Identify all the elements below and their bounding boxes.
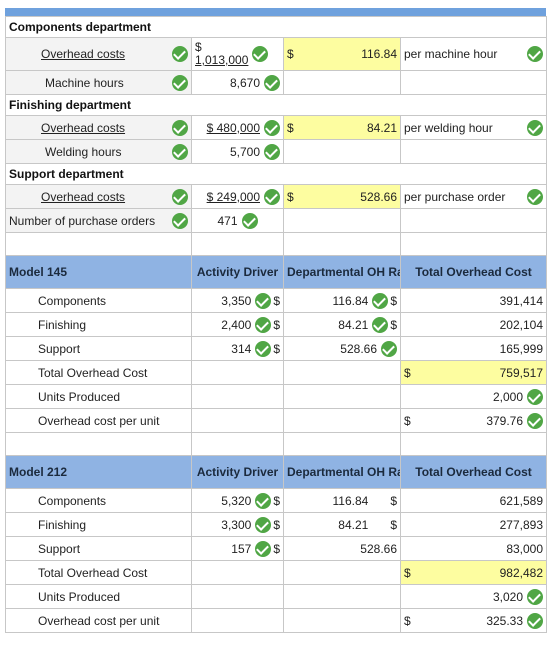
model-212-per-unit-value[interactable]: 325.33 [486,613,524,628]
finishing-rate-value[interactable]: 84.21 [366,120,397,135]
purchase-orders-value[interactable]: 471 [217,213,238,228]
model-145-title: Model 145 [5,255,192,289]
check-icon [172,143,188,160]
check-icon [527,46,544,62]
components-rate-value[interactable]: 116.84 [361,47,397,61]
table-row: Components 5,320 $ 116.84 $ 621,589 [5,488,548,513]
check-icon [255,492,272,509]
check-icon [252,46,269,62]
check-icon [264,119,280,136]
check-icon [527,188,544,205]
table-row: Support 314 $ 528.66 165,999 [5,336,548,361]
table-row: Components 3,350 $ 116.84 $ 391,414 [5,288,548,313]
components-overhead-dollar: $ [195,40,202,54]
check-icon [264,143,280,160]
components-overhead-value[interactable]: 1,013,000 [195,53,249,67]
header-activity-driver: Activity Driver [191,455,284,489]
worksheet: Components department Overhead costs $ 1… [4,8,548,633]
finishing-overhead-value[interactable]: $ 480,000 [206,120,260,135]
check-icon [172,119,188,136]
check-icon [527,588,544,605]
finishing-overhead-label: Overhead costs [41,120,126,135]
header-total-overhead: Total Overhead Cost [399,455,548,489]
check-icon [381,340,397,357]
check-icon [255,540,272,557]
finishing-dept-title: Finishing department [4,94,548,116]
check-icon [255,516,272,533]
check-icon [255,316,272,333]
model-212-units-value[interactable]: 3,020 [492,589,524,604]
check-icon [264,74,280,91]
check-icon [241,212,258,229]
check-icon [172,46,188,62]
support-overhead-value[interactable]: $ 249,000 [206,189,260,204]
welding-hours-label: Welding hours [45,144,122,159]
top-accent-bar [5,8,546,16]
model-145-total-value[interactable]: 759,517 [499,365,544,380]
check-icon [255,292,272,309]
table-row: Support 157 $ 528.66 83,000 [5,536,548,561]
check-icon [372,292,389,309]
header-total-overhead: Total Overhead Cost [399,255,548,289]
check-icon [527,412,544,429]
support-rate-unit[interactable]: per purchase order [404,189,506,204]
check-icon [172,212,188,229]
check-icon [264,188,280,205]
support-rate-value[interactable]: 528.66 [360,189,397,204]
purchase-orders-label: Number of purchase orders [9,213,156,228]
model-212-title: Model 212 [5,455,192,489]
model-145-per-unit-value[interactable]: 379.76 [486,413,524,428]
support-dept-title: Support department [4,163,548,185]
machine-hours-value[interactable]: 8,670 [229,75,260,90]
check-icon [527,388,544,405]
check-icon [527,612,544,629]
table-row: Finishing 2,400 $ 84.21 $ 202,104 [5,312,548,337]
finishing-rate-unit[interactable]: per welding hour [404,120,493,135]
components-rate-unit[interactable]: per machine hour [404,47,498,61]
check-icon [172,74,188,91]
overhead-table: Components department Overhead costs $ 1… [4,16,548,633]
components-overhead-label: Overhead costs [41,47,126,61]
components-dept-title: Components department [4,16,548,38]
table-row: Finishing 3,300 $ 84.21 $ 277,893 [5,512,548,537]
check-icon [172,188,188,205]
welding-hours-value[interactable]: 5,700 [229,144,260,159]
machine-hours-label: Machine hours [45,75,124,90]
check-icon [527,119,544,136]
model-145-units-value[interactable]: 2,000 [492,389,524,404]
header-dept-oh-rate: Departmental OH Rate [283,255,401,289]
check-icon [255,340,272,357]
check-icon [372,316,389,333]
model-212-total-value[interactable]: 982,482 [499,565,544,580]
support-overhead-label: Overhead costs [41,189,126,204]
header-activity-driver: Activity Driver [191,255,284,289]
header-dept-oh-rate: Departmental OH Rate [283,455,401,489]
